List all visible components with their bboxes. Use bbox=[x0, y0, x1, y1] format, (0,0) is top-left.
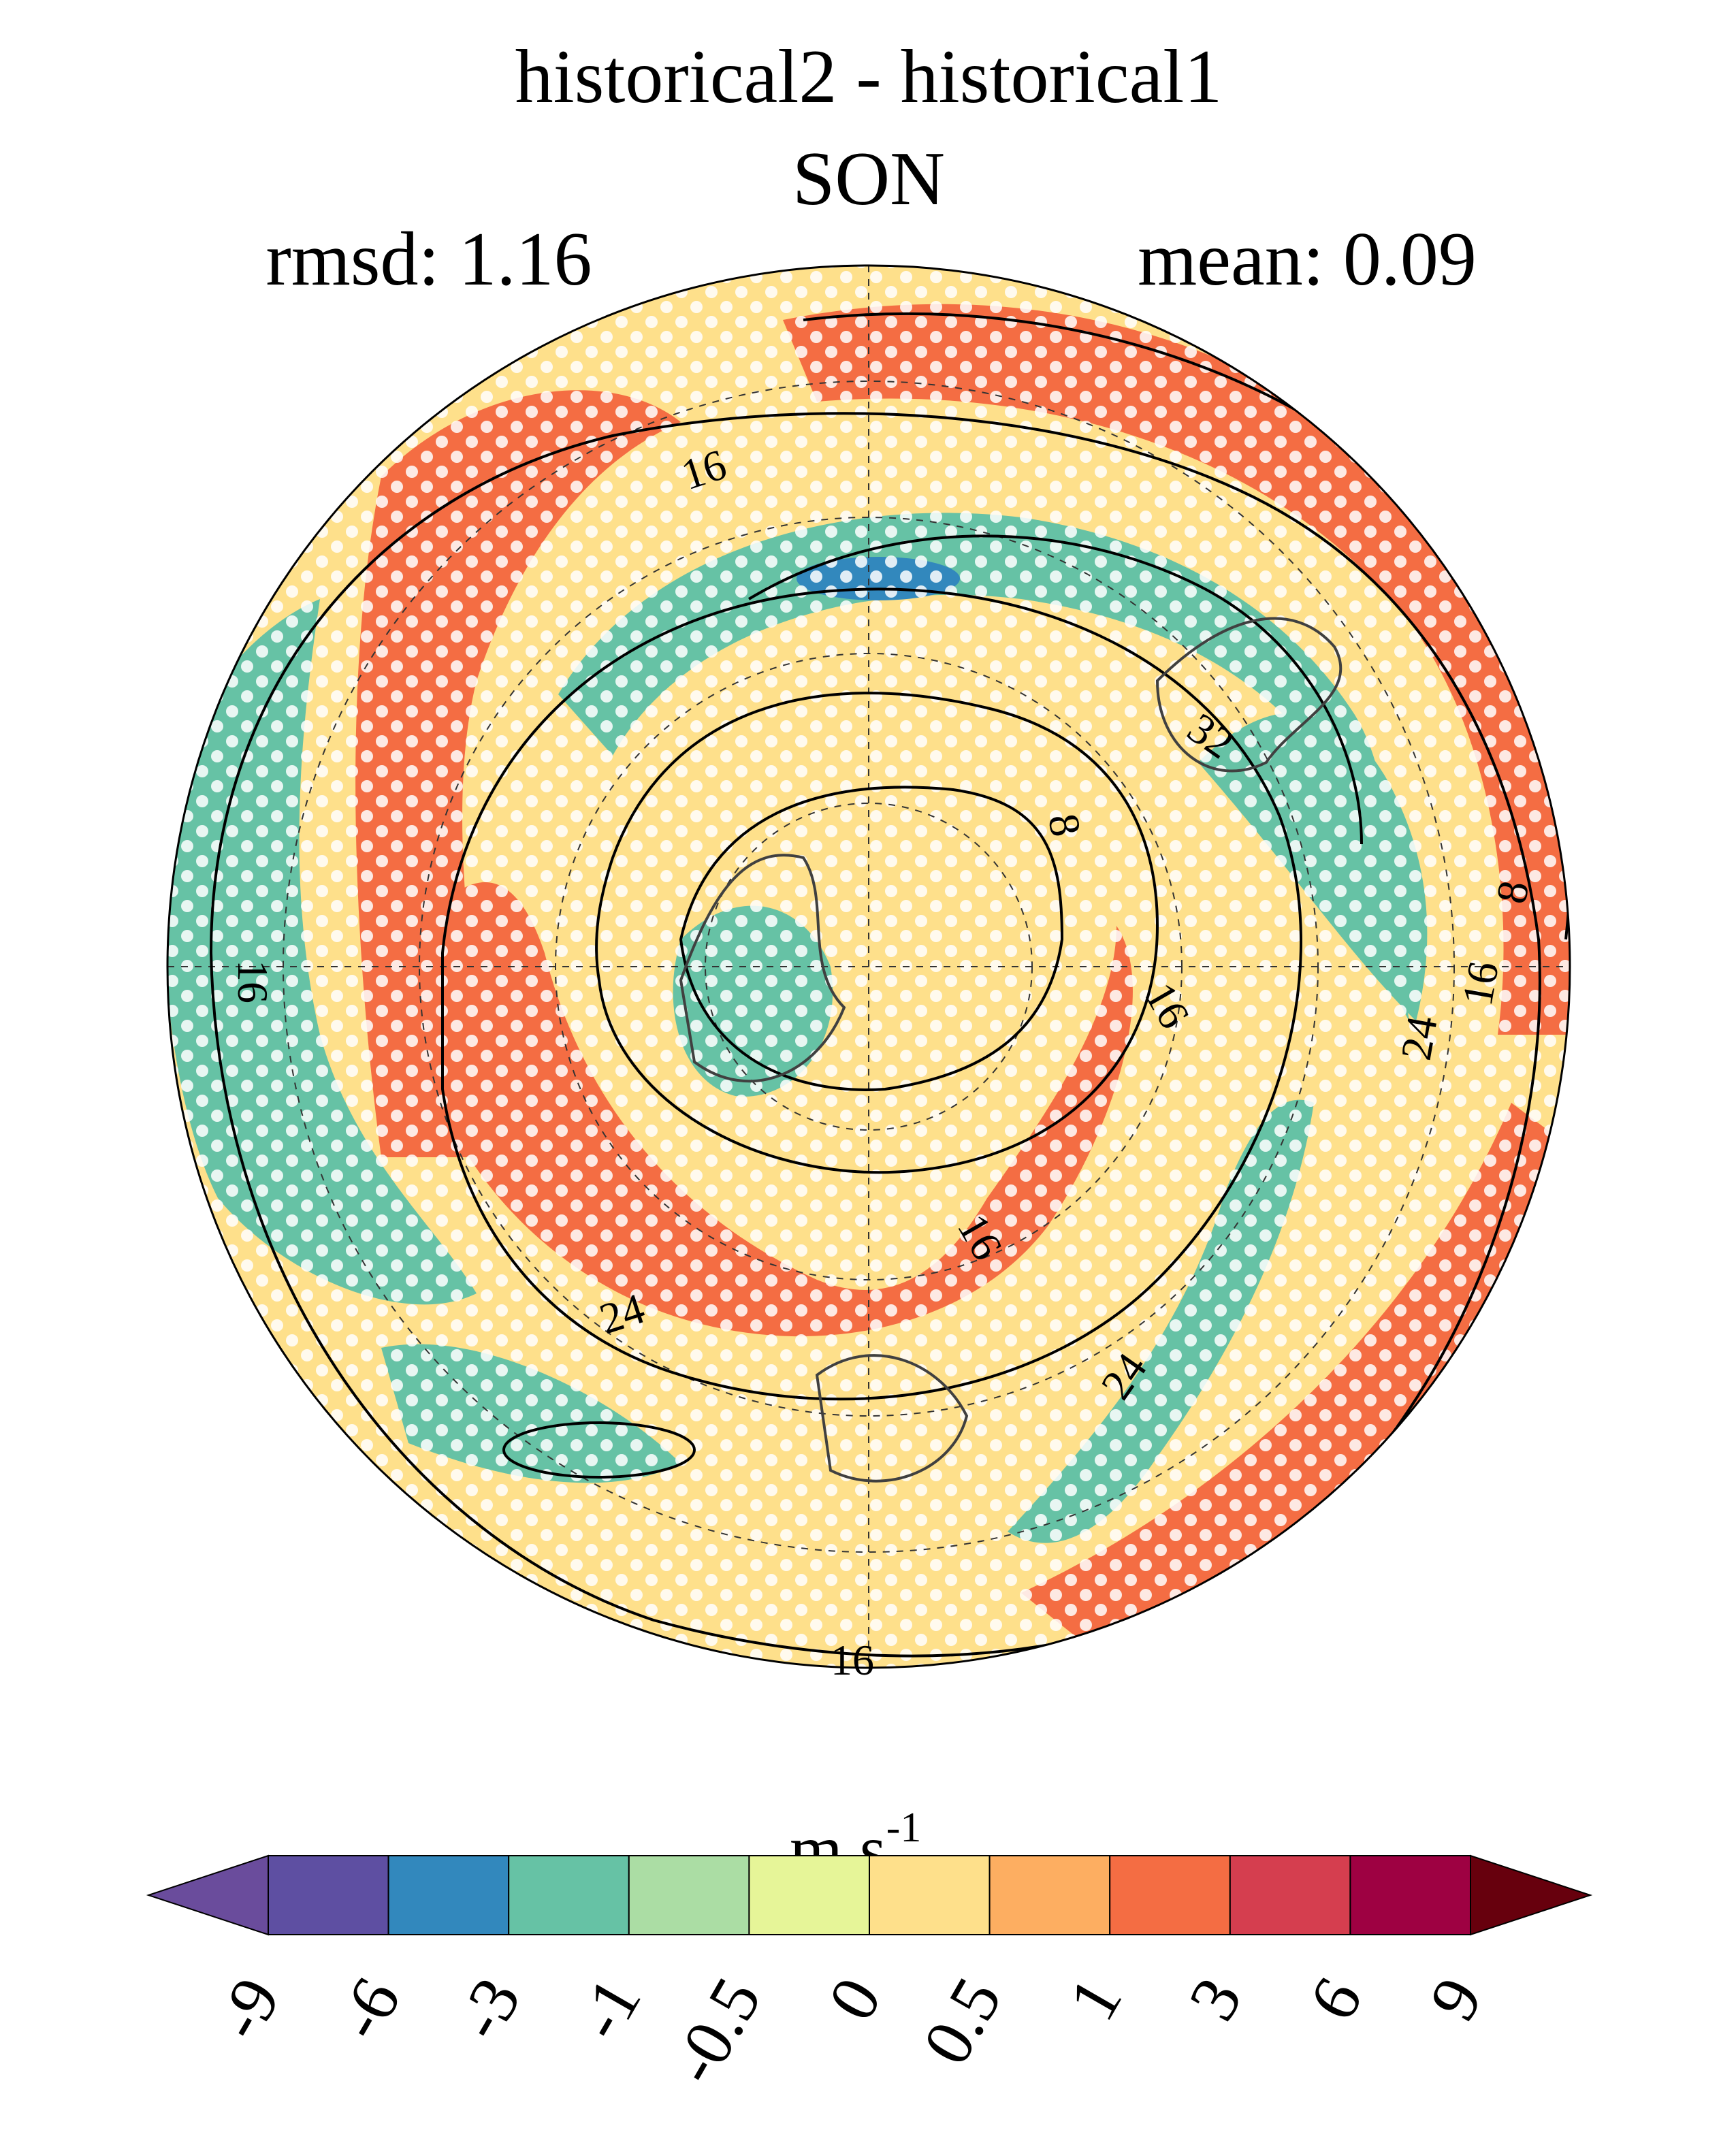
colorbar-under-triangle bbox=[146, 1854, 269, 1936]
chart-subtitle: SON bbox=[792, 137, 945, 221]
colorbar-swatch bbox=[748, 1855, 871, 1935]
colorbar-tick-label: -1 bbox=[562, 1965, 656, 2052]
coastline-eurasia bbox=[1155, 617, 1343, 773]
coastline-north-america bbox=[679, 854, 846, 1083]
rmsd-label: rmsd: 1.16 bbox=[266, 217, 592, 302]
colorbar-swatches bbox=[268, 1855, 1472, 1935]
contour-32 bbox=[748, 534, 1363, 845]
colorbar-swatch bbox=[1229, 1855, 1351, 1935]
colorbar-tick-labels: -9 -6 -3 -1 -0.5 0 0.5 1 3 6 9 bbox=[201, 1965, 1497, 2097]
chart-title: historical2 - historical1 bbox=[515, 35, 1223, 119]
contour-sw-loop bbox=[502, 1421, 696, 1479]
colorbar-over-triangle bbox=[1470, 1854, 1593, 1936]
colorbar-swatch bbox=[1349, 1855, 1472, 1935]
coastline-europe bbox=[815, 1354, 969, 1483]
colorbar-swatch bbox=[268, 1855, 389, 1935]
colorbar-tick-label: -6 bbox=[321, 1965, 415, 2052]
colorbar-swatch bbox=[869, 1855, 991, 1935]
colorbar-tick-label: 0 bbox=[814, 1965, 896, 2033]
contour-label: 16 bbox=[831, 1636, 874, 1684]
colorbar-tick-label: 0.5 bbox=[908, 1965, 1016, 2077]
contour-16-outer bbox=[209, 412, 1541, 1658]
contour-label: 16 bbox=[229, 960, 277, 1003]
colorbar-tick-label: -9 bbox=[201, 1965, 295, 2052]
contours bbox=[209, 312, 1570, 1658]
colorbar-tick-label: 1 bbox=[1054, 1965, 1136, 2033]
contour-16-inner bbox=[595, 692, 1159, 1174]
contour-24 bbox=[441, 587, 1302, 1401]
map-border bbox=[166, 264, 1571, 1669]
colorbar-swatch bbox=[1109, 1855, 1231, 1935]
colorbar-tick-label: 9 bbox=[1415, 1965, 1497, 2033]
colorbar-tick-label: -3 bbox=[441, 1965, 535, 2052]
colorbar-swatch bbox=[508, 1855, 630, 1935]
colorbar-tick-label: 6 bbox=[1294, 1965, 1377, 2033]
colorbar-swatch bbox=[628, 1855, 750, 1935]
colorbar-swatch bbox=[988, 1855, 1111, 1935]
units-exponent: -1 bbox=[886, 1805, 922, 1851]
contour-8-inner bbox=[679, 786, 1064, 1091]
polar-map: 16 16 8 32 8 16 24 16 16 24 24 16 bbox=[166, 264, 1571, 1684]
colorbar-swatch bbox=[387, 1855, 510, 1935]
contour-label: 24 bbox=[1392, 1012, 1447, 1063]
contour-label: 16 bbox=[1453, 958, 1508, 1009]
mean-label: mean: 0.09 bbox=[1138, 217, 1477, 302]
graticule bbox=[167, 265, 1570, 1668]
colorbar-tick-label: 3 bbox=[1174, 1965, 1257, 2033]
coastlines bbox=[679, 617, 1343, 1483]
colorbar-tick-label: -0.5 bbox=[656, 1965, 775, 2097]
colorbar: -9 -6 -3 -1 -0.5 0 0.5 1 3 6 9 bbox=[146, 1854, 1593, 2097]
